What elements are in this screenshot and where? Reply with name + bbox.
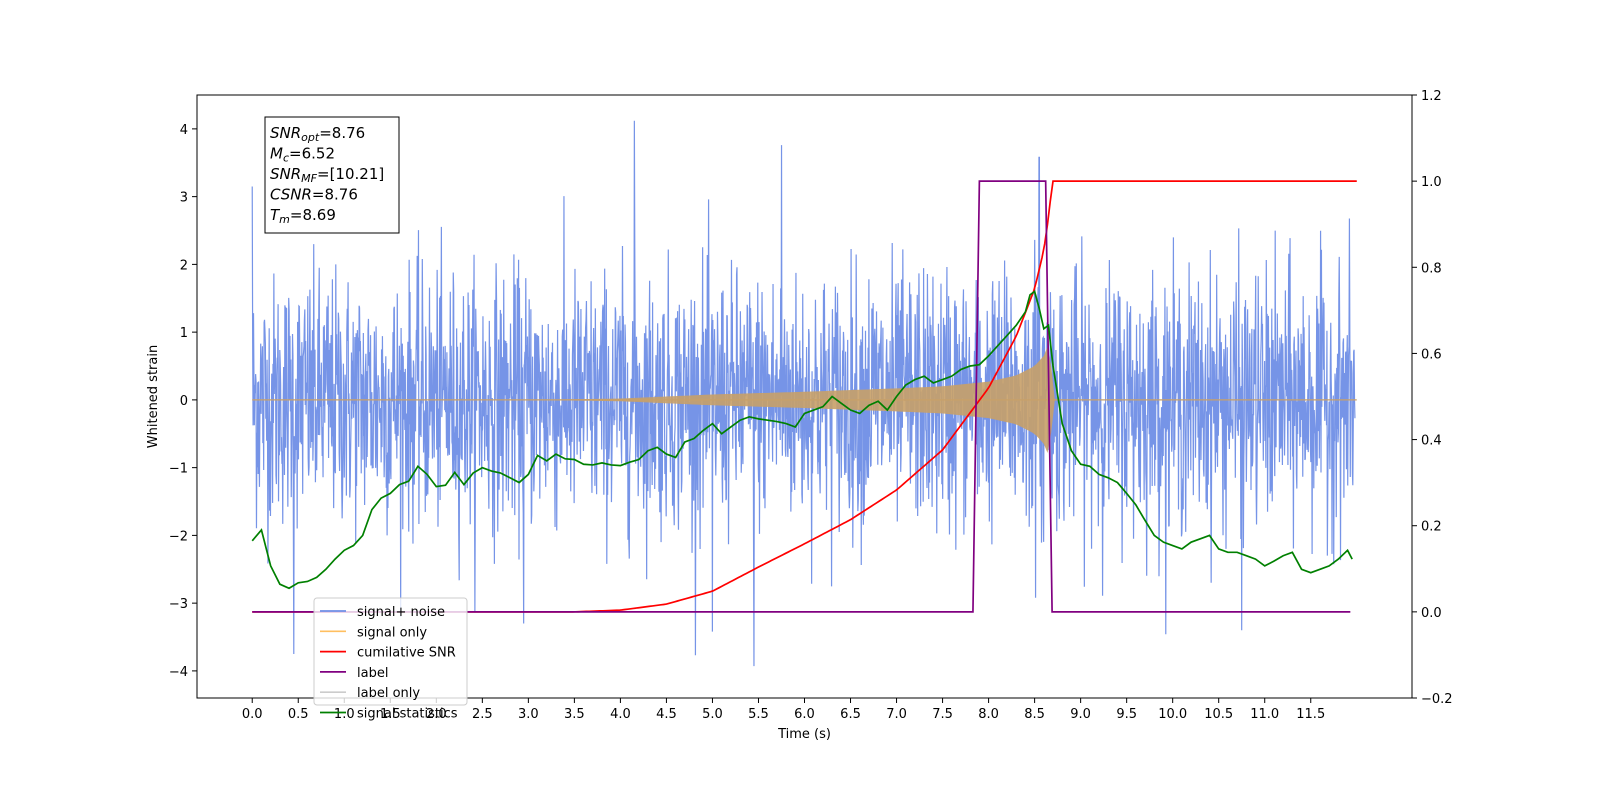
y-right-tick-label: 0.8 [1421, 261, 1442, 276]
annotation-symbol: M [270, 145, 283, 163]
x-tick-label: 2.0 [426, 707, 447, 722]
series-signal-noise-line [251, 120, 1356, 667]
annotation-value: =6.52 [289, 145, 335, 163]
y-left-tick-label: −1 [169, 462, 188, 477]
annotation-line: Mc=6.52 [270, 145, 335, 165]
legend-entry: signal only [357, 625, 427, 640]
x-tick-label: 11.0 [1250, 707, 1279, 722]
x-tick-label: 10.5 [1204, 707, 1233, 722]
y-left-tick-label: −4 [169, 665, 188, 680]
y-left-tick-label: 0 [180, 394, 188, 409]
y-axis-left: −4 −3 −2 −1 0 1 2 3 4 [169, 123, 197, 680]
y-right-tick-label: 0.2 [1421, 520, 1442, 535]
annotation-line: Tm=8.69 [270, 206, 336, 226]
x-tick-label: 0.5 [288, 707, 309, 722]
legend-entry: label [357, 666, 388, 681]
annotation-symbol: T [270, 206, 281, 224]
x-tick-label: 3.5 [564, 707, 585, 722]
annotation-symbol: SNR [270, 124, 301, 142]
legend: signal+ noise signal only cumilative SNR la… [313, 597, 468, 722]
y-left-tick-label: 4 [180, 123, 188, 138]
x-tick-label: 9.0 [1070, 707, 1091, 722]
series-label-line [252, 180, 1351, 613]
y-right-tick-label: −0.2 [1421, 692, 1453, 707]
y-axis-label-left: Whitened strain [146, 345, 161, 448]
y-left-tick-label: −2 [169, 529, 188, 544]
y-axis-right: −0.2 0.0 0.2 0.4 0.6 0.8 1.0 1.2 [1412, 89, 1453, 707]
annotation-subscript: m [279, 213, 290, 226]
legend-frame [313, 597, 468, 706]
annotation-value: =8.76 [312, 186, 358, 204]
annotation-line: SNRopt=8.76 [270, 124, 365, 144]
annotation-subscript: opt [301, 131, 320, 144]
annotation-frame [264, 116, 400, 234]
x-tick-label: 8.0 [978, 707, 999, 722]
annotation-value: =8.76 [319, 124, 365, 142]
annotation-value: =[10.21] [317, 165, 384, 183]
y-left-tick-label: −3 [169, 597, 188, 612]
y-left-tick-label: 3 [180, 191, 188, 206]
x-tick-label: 8.5 [1024, 707, 1045, 722]
annotation-symbol: CSNR [270, 186, 312, 204]
x-tick-label: 6.5 [840, 707, 861, 722]
annotation-box: SNRopt=8.76Mc=6.52SNRMF=[10.21]CSNR=8.76… [264, 116, 400, 234]
x-axis-label: Time (s) [777, 727, 831, 742]
annotation-line: CSNR=8.76 [270, 186, 358, 204]
x-tick-label: 2.5 [472, 707, 493, 722]
y-right-tick-label: 1.2 [1421, 89, 1442, 104]
x-tick-label: 5.0 [702, 707, 723, 722]
legend-entry: label only [357, 686, 420, 701]
annotation-subscript: c [283, 152, 289, 165]
x-tick-label: 11.5 [1296, 707, 1325, 722]
y-left-tick-label: 2 [180, 258, 188, 273]
annotation-subscript: MF [301, 172, 317, 185]
x-tick-label: 10.0 [1158, 707, 1187, 722]
x-tick-label: 1.5 [380, 707, 401, 722]
y-right-tick-label: 0.0 [1421, 606, 1442, 621]
y-right-tick-label: 1.0 [1421, 175, 1442, 190]
x-tick-label: 0.0 [242, 707, 263, 722]
x-tick-label: 7.0 [886, 707, 907, 722]
x-tick-label: 9.5 [1116, 707, 1137, 722]
legend-entry: cumilative SNR [357, 646, 456, 661]
x-tick-label: 4.0 [610, 707, 631, 722]
x-axis: 0.0 0.5 1.0 1.5 2.0 2.5 3.0 3.5 4.0 4.5 5.0 5.5 6.0 6… [242, 698, 1325, 722]
x-tick-label: 5.5 [748, 707, 769, 722]
x-tick-label: 7.5 [932, 707, 953, 722]
y-right-tick-label: 0.6 [1421, 347, 1442, 362]
x-tick-label: 3.0 [518, 707, 539, 722]
x-tick-label: 4.5 [656, 707, 677, 722]
y-left-tick-label: 1 [180, 326, 188, 341]
x-tick-label: 1.0 [334, 707, 355, 722]
legend-entry: signal+ noise [357, 605, 445, 620]
annotation-line: SNRMF=[10.21] [270, 165, 384, 185]
y-right-tick-label: 0.4 [1421, 434, 1442, 449]
annotation-value: =8.69 [290, 206, 336, 224]
series-signal-statistics-line [251, 290, 1353, 590]
annotation-symbol: SNR [270, 165, 301, 183]
x-tick-label: 6.0 [794, 707, 815, 722]
legend-entry: signal statistics [357, 707, 458, 722]
